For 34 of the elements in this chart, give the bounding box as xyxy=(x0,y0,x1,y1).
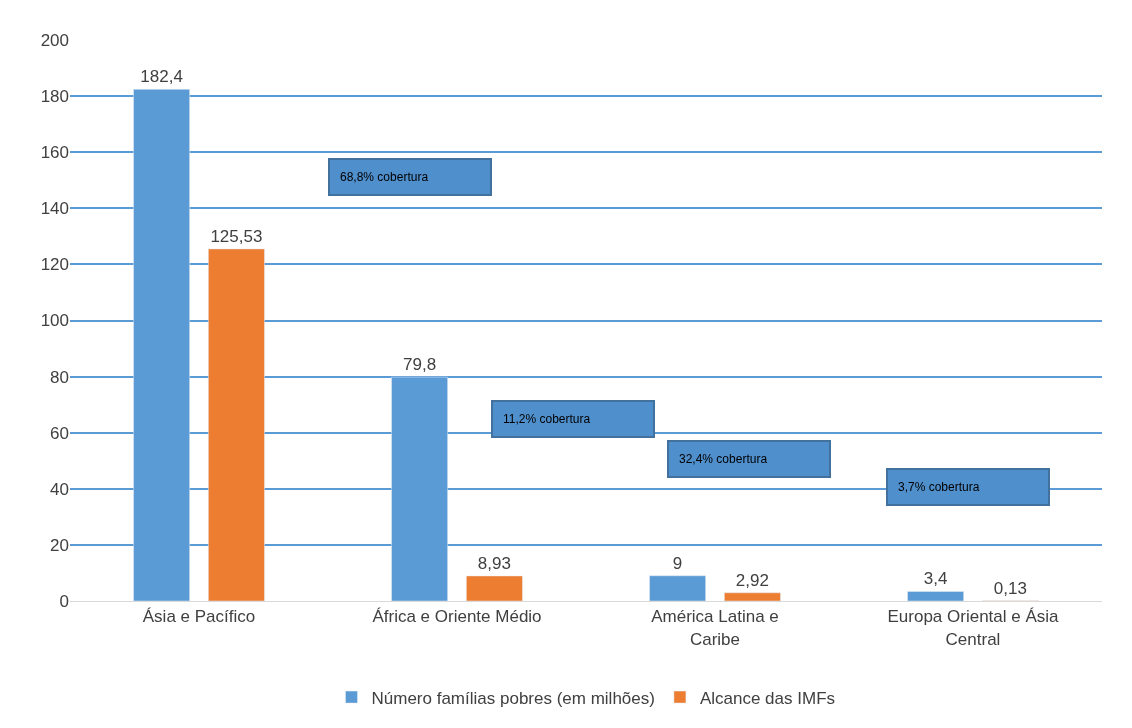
bar xyxy=(649,575,706,601)
data-label: 8,93 xyxy=(477,553,511,573)
data-label: 2,92 xyxy=(735,570,769,590)
x-tick-label: Europa Oriental e Ásia Central xyxy=(887,607,1060,649)
y-tick-label: 200 xyxy=(40,30,69,50)
bar xyxy=(466,575,523,601)
legend-label: Alcance das IMFs xyxy=(699,688,836,708)
y-tick-label: 140 xyxy=(40,199,69,219)
data-label: 125,53 xyxy=(210,226,263,246)
y-tick-label: 80 xyxy=(50,367,69,387)
y-tick-label: 160 xyxy=(40,143,69,163)
y-tick-label: 100 xyxy=(40,311,69,331)
legend-label: Número famílias pobres (em milhões) xyxy=(371,688,655,708)
y-tick-label: 20 xyxy=(50,535,69,555)
annotation: 68,8% cobertura xyxy=(340,170,429,184)
y-tick-label: 0 xyxy=(59,591,69,611)
data-label: 182,4 xyxy=(140,67,183,87)
y-tick-label: 60 xyxy=(50,423,69,443)
bar xyxy=(907,591,964,601)
bar xyxy=(208,248,265,601)
data-label: 0,13 xyxy=(993,578,1027,598)
annotation: 3,7% cobertura xyxy=(898,480,980,494)
data-label: 3,4 xyxy=(923,569,948,589)
data-label: 9 xyxy=(672,553,683,573)
data-label: 79,8 xyxy=(403,355,437,375)
annotation: 32,4% cobertura xyxy=(679,452,768,466)
x-tick-label: África e Oriente Médio xyxy=(372,607,542,627)
x-tick-label: Ásia e Pacífico xyxy=(142,607,256,627)
y-tick-label: 120 xyxy=(40,255,69,275)
x-tick-label: América Latina e Caribe xyxy=(651,607,779,649)
y-tick-label: 180 xyxy=(40,87,69,107)
bar xyxy=(724,592,781,601)
annotation: 11,2% cobertura xyxy=(503,412,591,426)
y-tick-label: 40 xyxy=(50,479,69,499)
